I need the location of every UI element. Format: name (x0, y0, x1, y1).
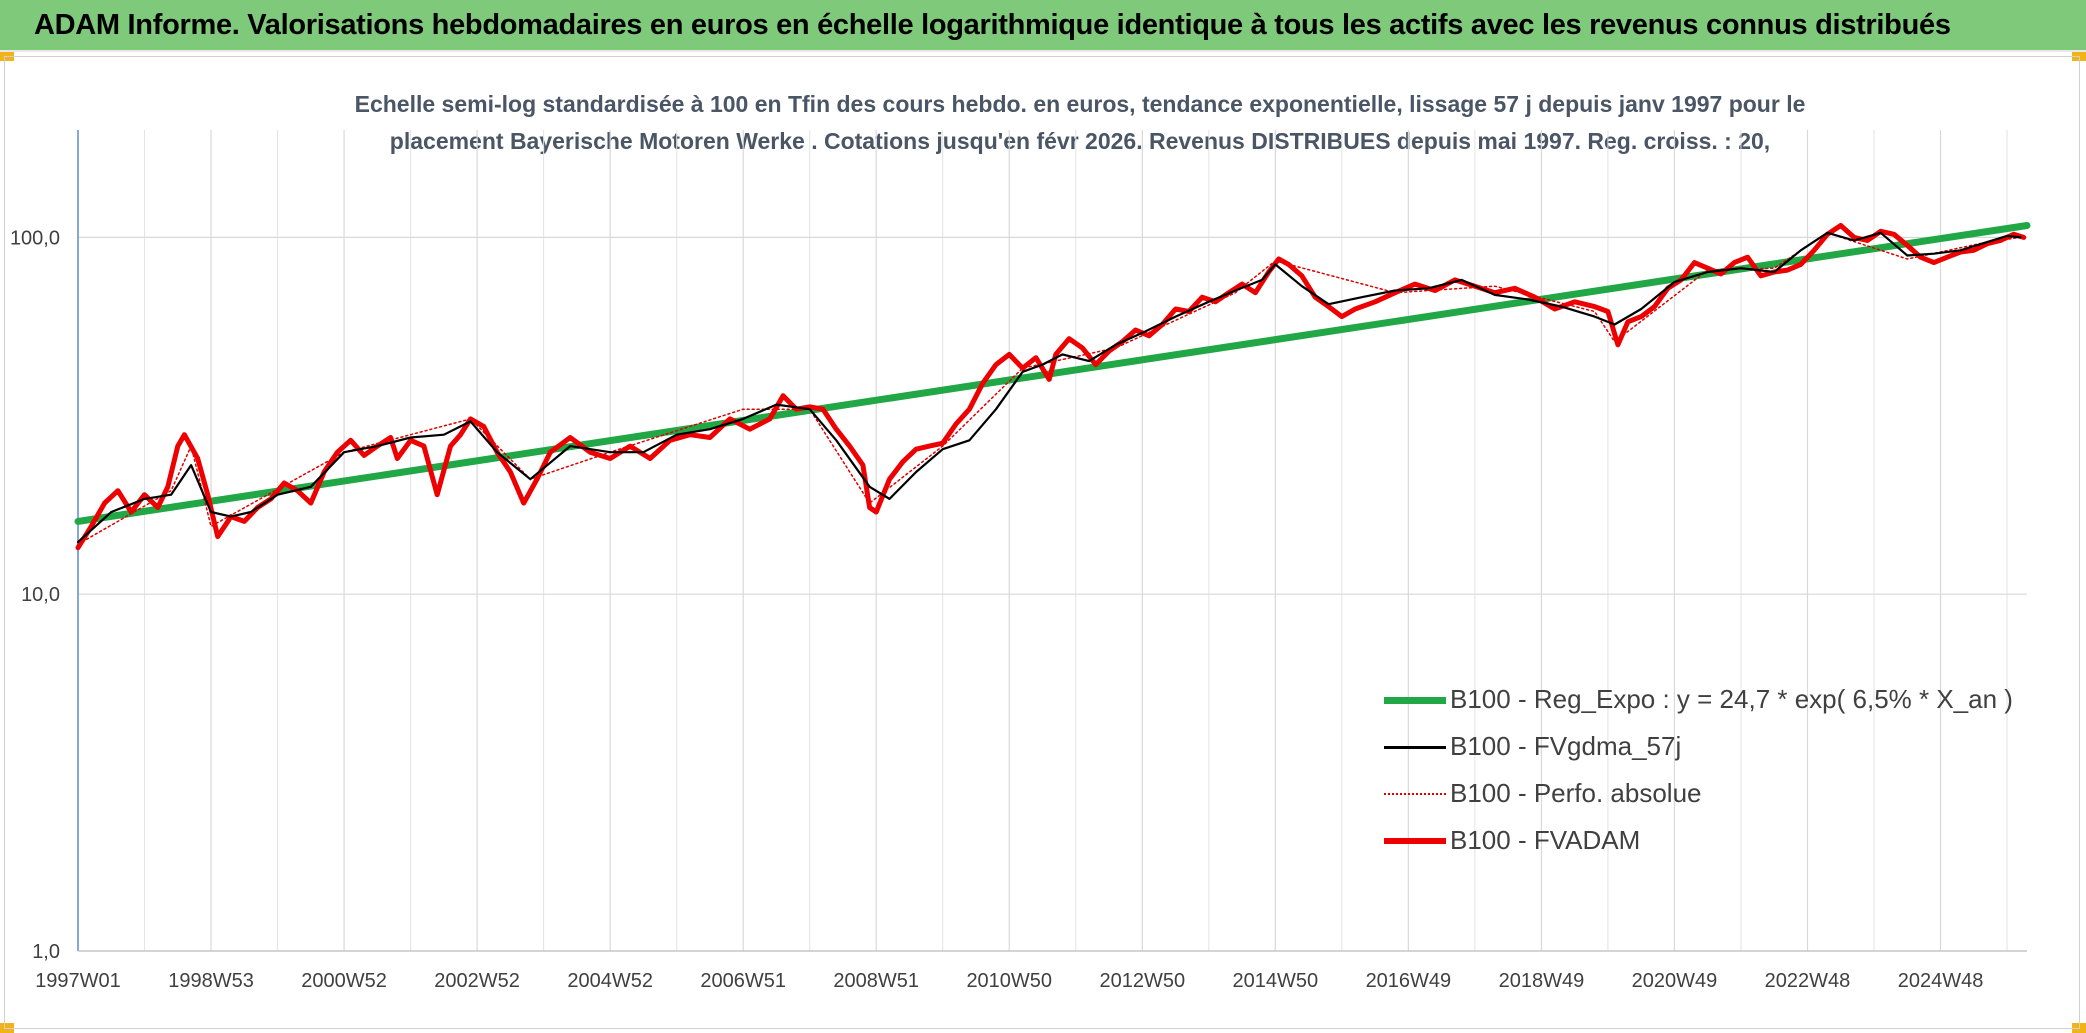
x-tick-label: 2000W52 (301, 970, 387, 992)
series-lines (74, 222, 2031, 551)
tick-labels: 1997W01 1998W53 2000W52 2002W52 2004W52 2006W… (10, 227, 1983, 992)
x-tick-label: 2012W50 (1099, 970, 1185, 992)
chart-subtitle: Echelle semi-log standardisée à 100 en T… (200, 86, 1960, 160)
legend-label-perfo: B100 - Perfo. absolue (1450, 778, 1702, 808)
x-tick-label: 2018W49 (1499, 970, 1585, 992)
page-title: ADAM Informe. Valorisations hebdomadaire… (34, 9, 1951, 41)
x-tick-label: 2006W51 (700, 970, 786, 992)
x-tick-label: 2024W48 (1898, 970, 1984, 992)
x-tick-label: 2008W51 (833, 970, 919, 992)
legend-swatch-reg-expo (1384, 697, 1446, 704)
chart-frame (4, 56, 2080, 1029)
legend-swatch-fvadam (1384, 838, 1446, 844)
legend-label-fvadam: B100 - FVADAM (1450, 825, 1641, 855)
x-tick-label: 2022W48 (1765, 970, 1851, 992)
header-bar: ADAM Informe. Valorisations hebdomadaire… (0, 0, 2086, 52)
legend-label-fvgdma: B100 - FVgdma_57j (1450, 731, 1682, 761)
x-tick-label: 1997W01 (35, 970, 121, 992)
legend-item-fvgdma: B100 - FVgdma_57j (1380, 727, 2020, 767)
y-tick-label: 100,0 (10, 227, 60, 249)
series-perfo (77, 232, 2022, 546)
x-tick-label: 1998W53 (168, 970, 254, 992)
legend-item-reg-expo: B100 - Reg_Expo : y = 24,7 * exp( 6,5% *… (1380, 680, 2020, 720)
chart-subtitle-line-2: placement Bayerische Motoren Werke . Cot… (389, 128, 1771, 154)
x-tick-label: 2014W50 (1233, 970, 1319, 992)
legend-swatch-perfo (1384, 793, 1446, 795)
x-tick-label: 2020W49 (1632, 970, 1718, 992)
x-tick-label: 2010W50 (966, 970, 1052, 992)
legend-item-perfo: B100 - Perfo. absolue (1380, 774, 2020, 814)
y-tick-label: 10,0 (21, 584, 60, 606)
y-tick-label: 1,0 (32, 941, 60, 963)
legend-label-reg-expo: B100 - Reg_Expo : y = 24,7 * exp( 6,5% *… (1450, 684, 2013, 714)
legend-item-fvadam: B100 - FVADAM (1380, 821, 2020, 861)
x-tick-label: 2002W52 (434, 970, 520, 992)
series-fvgdma (76, 231, 2022, 544)
chart-subtitle-line-1: Echelle semi-log standardisée à 100 en T… (354, 91, 1806, 117)
x-tick-label: 2016W49 (1366, 970, 1452, 992)
axes (77, 130, 2027, 952)
x-tick-label: 2004W52 (567, 970, 653, 992)
legend-swatch-fvgdma (1384, 746, 1446, 749)
